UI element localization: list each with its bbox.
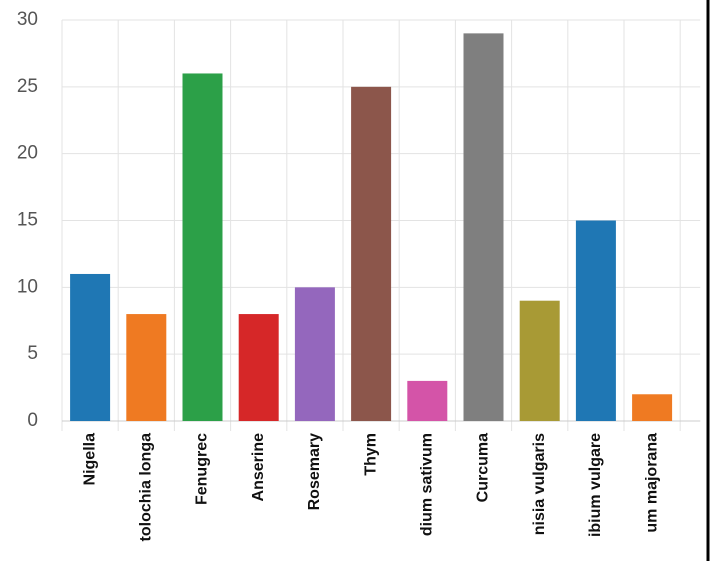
bar: [575, 220, 616, 421]
y-tick-label: 0: [27, 410, 38, 431]
x-tick-label: Nigella: [81, 433, 98, 486]
y-tick-label: 5: [27, 343, 38, 364]
bar: [463, 33, 504, 421]
x-tick-label: tolochia longa: [138, 433, 155, 542]
x-tick-label: Curcuma: [475, 433, 492, 502]
bar: [407, 380, 448, 421]
x-tick-label: Fenugrec: [194, 433, 211, 505]
y-tick-label: 15: [17, 210, 38, 231]
bar: [294, 287, 335, 421]
y-tick-label: 10: [17, 276, 38, 297]
bar: [70, 273, 111, 421]
bar: [182, 73, 223, 421]
bar: [126, 314, 167, 421]
bar: [519, 300, 560, 421]
bar: [351, 86, 392, 421]
x-tick-label: Thym: [362, 433, 379, 476]
x-tick-label: dium sativum: [419, 433, 436, 536]
bar: [238, 314, 279, 421]
bar: [632, 394, 673, 421]
y-tick-label: 25: [17, 76, 38, 97]
x-tick-label: ibium vulgare: [587, 433, 604, 537]
x-tick-label: um majorana: [643, 433, 660, 533]
y-tick-label: 20: [17, 143, 38, 164]
y-tick-label: 30: [17, 9, 38, 30]
x-tick-label: nisia vulgaris: [531, 433, 548, 535]
x-tick-label: Rosemary: [306, 433, 323, 510]
x-tick-label: Anserine: [250, 433, 267, 502]
